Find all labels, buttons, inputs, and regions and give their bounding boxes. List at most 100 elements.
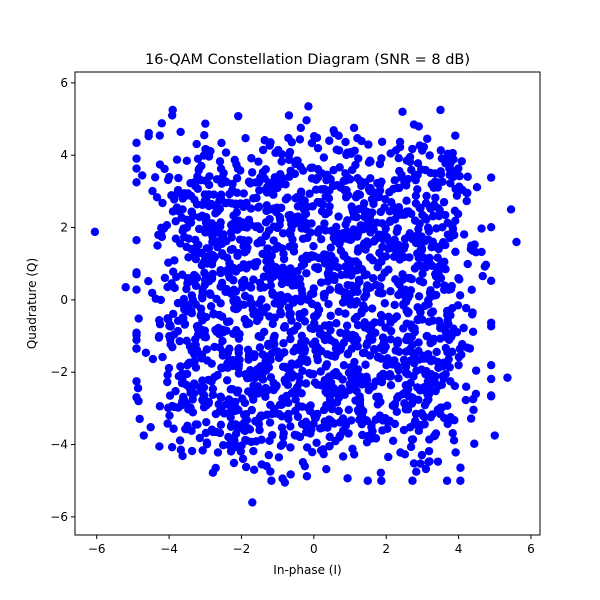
data-point (187, 207, 196, 217)
data-point (169, 424, 178, 433)
data-point (222, 317, 232, 327)
data-point (405, 334, 414, 343)
data-point (276, 441, 286, 451)
data-point (450, 206, 460, 216)
data-point (269, 272, 278, 281)
data-point (361, 360, 370, 369)
data-point (339, 338, 348, 348)
data-point (232, 404, 241, 413)
data-point (270, 299, 279, 308)
data-point (216, 222, 225, 231)
data-point (241, 133, 250, 143)
data-point (180, 320, 189, 329)
data-point (328, 181, 338, 190)
data-point (254, 177, 264, 187)
data-point (462, 196, 471, 206)
data-point (255, 186, 264, 195)
data-point (436, 409, 445, 419)
data-point (270, 331, 279, 341)
data-point (416, 239, 425, 249)
data-point (477, 247, 486, 257)
data-point (185, 358, 194, 367)
data-point (191, 363, 201, 372)
data-point (283, 380, 293, 390)
data-point (423, 332, 432, 341)
data-point (402, 292, 411, 301)
data-point (363, 281, 372, 290)
x-axis: −6 −4 −2 0 2 4 6 (88, 535, 535, 556)
data-point (435, 242, 445, 251)
data-point (231, 199, 241, 209)
data-point (277, 400, 286, 409)
data-point (155, 402, 165, 411)
data-point (347, 271, 356, 280)
data-point (413, 185, 422, 194)
data-point (352, 386, 361, 396)
data-point (208, 390, 218, 400)
data-point (264, 450, 274, 460)
data-point (381, 195, 390, 204)
data-point (215, 157, 225, 166)
data-point (322, 175, 331, 185)
data-point (284, 155, 294, 164)
data-point (184, 405, 193, 414)
data-point (417, 365, 426, 374)
data-point (229, 297, 238, 306)
data-point (202, 417, 211, 427)
data-point (242, 415, 252, 425)
data-point (442, 476, 452, 485)
data-point (249, 446, 258, 456)
data-point (189, 389, 199, 398)
data-point (235, 329, 244, 339)
data-point (347, 281, 356, 290)
data-point (286, 443, 295, 452)
data-point (439, 358, 449, 367)
data-point (170, 256, 179, 265)
data-point (218, 440, 228, 450)
data-point (375, 186, 385, 195)
data-point (323, 422, 332, 431)
data-point (247, 437, 256, 447)
data-point (406, 274, 415, 283)
data-point (325, 136, 334, 145)
data-point (401, 362, 411, 372)
data-point (194, 164, 204, 173)
data-point (232, 160, 241, 169)
data-point (179, 294, 189, 304)
data-point (395, 207, 405, 217)
data-point (232, 304, 241, 314)
data-point (271, 244, 280, 254)
data-point (325, 442, 334, 451)
data-point (144, 276, 153, 286)
data-point (284, 409, 293, 419)
data-point (244, 236, 253, 245)
data-point (302, 269, 311, 278)
y-tick-label: 0 (60, 293, 68, 307)
data-point (377, 154, 386, 163)
data-point (360, 293, 369, 302)
data-point (233, 225, 242, 234)
data-point (416, 459, 425, 468)
data-point (334, 263, 343, 272)
data-point (284, 133, 293, 143)
data-point (246, 373, 255, 382)
data-point (269, 384, 279, 393)
data-point (291, 159, 300, 169)
data-point (373, 400, 383, 409)
data-point (341, 193, 351, 202)
data-point (326, 243, 335, 252)
data-point (417, 165, 426, 174)
data-point (160, 273, 170, 283)
data-point (381, 224, 390, 233)
data-point (380, 268, 389, 277)
data-point (317, 207, 327, 216)
data-point (206, 290, 215, 299)
data-point (409, 349, 418, 358)
data-point (470, 439, 479, 448)
data-point (210, 342, 219, 352)
data-point (215, 428, 225, 438)
data-point (208, 427, 218, 437)
data-point (172, 155, 182, 164)
data-point (423, 349, 433, 359)
data-point (249, 194, 258, 203)
